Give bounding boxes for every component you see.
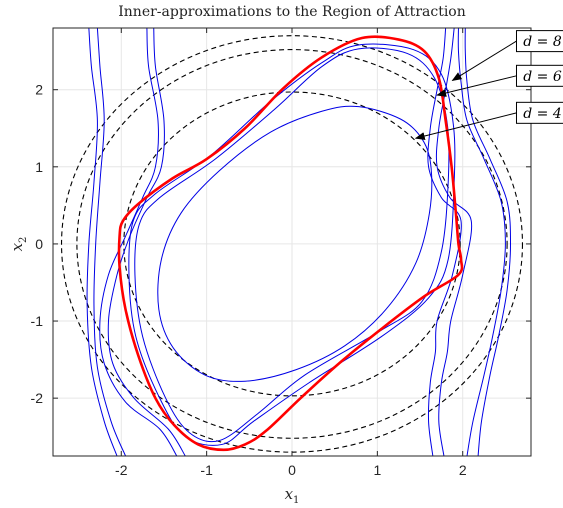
level-set-d6	[76, 49, 508, 439]
chart-title: Inner-approximations to the Region of At…	[118, 4, 466, 20]
y-axis-label-base: x	[8, 242, 26, 251]
x-tick-label-1: -1	[200, 462, 213, 478]
outer-curve-4	[427, 28, 462, 456]
annotation-label-2: d = 4	[523, 106, 562, 122]
annotation-box-2	[515, 101, 563, 124]
outer-curve-7	[464, 28, 512, 456]
axis-ticks: -2 -1 0 1 2 -2 -1 0 1 2	[31, 28, 531, 478]
outer-curve-6	[457, 28, 506, 456]
outer-curve-3	[107, 28, 186, 456]
y-tick-label-1: -1	[31, 313, 44, 329]
y-tick-label-0: -2	[31, 390, 44, 406]
y-axis-label-group: x2	[8, 237, 29, 252]
outer-curve-1	[93, 28, 127, 456]
annotation-label-1: d = 6	[523, 69, 562, 85]
highlighted-region-curve	[117, 35, 464, 452]
y-axis-label-sub: 2	[18, 237, 29, 243]
y-axis-label: x2	[8, 237, 29, 252]
x-tick-label-4: 2	[459, 462, 467, 478]
x-axis-label-base: x	[285, 485, 294, 503]
annotation-box-0	[515, 30, 563, 53]
outer-curve-0	[86, 28, 118, 456]
inner-region-curve-0	[157, 105, 433, 382]
x-tick-label-0: -2	[115, 462, 128, 478]
annotations: d = 8 d = 6 d = 4	[414, 30, 563, 140]
annotation-arrow-2	[414, 112, 517, 140]
annotation-box-1	[515, 64, 563, 87]
y-tick-label-2: 0	[35, 236, 43, 252]
y-tick-label-3: 1	[35, 159, 43, 175]
x-axis-label-sub: 1	[293, 495, 299, 506]
annotation-arrow-1	[436, 75, 517, 97]
highlight-layer	[117, 35, 464, 452]
x-tick-label-3: 1	[373, 462, 381, 478]
x-tick-label-2: 0	[288, 462, 296, 478]
outer-curve-2	[99, 28, 178, 456]
annotation-label-0: d = 8	[523, 34, 562, 50]
level-set-d4	[123, 91, 461, 397]
x-axis-label: x1	[285, 485, 300, 506]
annotation-arrow-0	[451, 40, 517, 81]
y-tick-label-4: 2	[35, 82, 43, 98]
